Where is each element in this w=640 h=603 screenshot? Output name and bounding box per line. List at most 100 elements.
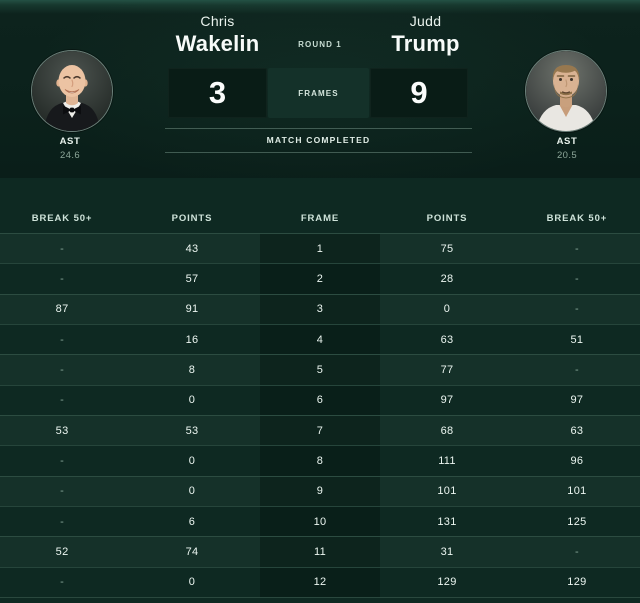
home-points-value: 0 xyxy=(188,485,196,498)
home-break-value: - xyxy=(60,333,65,346)
away-player-stat: AST 20.5 xyxy=(517,137,617,160)
away-player-avatar xyxy=(525,50,607,132)
away-break-value: 101 xyxy=(567,485,587,498)
home-last-name: Wakelin xyxy=(175,31,260,56)
frame-number: 3 xyxy=(259,294,381,324)
away-points-value: 68 xyxy=(440,424,454,437)
frame-number: 7 xyxy=(259,415,381,446)
home-points-value: 16 xyxy=(185,333,199,346)
away-points-value: 131 xyxy=(437,515,457,528)
table-row: 87 91 3 0 - xyxy=(0,293,640,324)
frame-number: 4 xyxy=(259,324,381,355)
away-break-value: 125 xyxy=(567,515,587,528)
home-points-value: 74 xyxy=(185,545,199,558)
away-player-name: Judd Trump xyxy=(348,14,503,55)
frame-number: 11 xyxy=(259,537,381,567)
away-points-column-header: POINTS xyxy=(426,213,468,224)
home-stat-label: AST xyxy=(59,136,81,147)
frame-number: 12 xyxy=(259,567,381,597)
table-row: - 0 6 97 97 xyxy=(0,384,640,415)
away-points-value: 129 xyxy=(437,576,457,589)
status-divider-bottom xyxy=(165,152,472,153)
home-break-column-header: BREAK 50+ xyxy=(31,213,93,224)
home-player-name: Chris Wakelin xyxy=(140,14,295,55)
home-break-value: - xyxy=(60,576,65,589)
home-frames-score: 3 xyxy=(168,68,267,118)
table-row: - 0 9 101 101 xyxy=(0,475,640,506)
home-player-avatar xyxy=(31,50,113,132)
away-points-value: 111 xyxy=(438,454,456,467)
home-break-value: 52 xyxy=(55,545,69,558)
home-player-stat: AST 24.6 xyxy=(20,137,120,160)
home-stat-value: 24.6 xyxy=(59,149,81,161)
away-break-value: 129 xyxy=(567,576,587,589)
home-break-value: - xyxy=(60,363,65,376)
frame-number: 1 xyxy=(259,234,381,264)
home-break-value: - xyxy=(60,485,65,498)
home-first-name: Chris xyxy=(200,13,235,29)
home-points-value: 0 xyxy=(188,394,196,407)
frame-number: 10 xyxy=(259,506,381,537)
table-row: 52 74 11 31 - xyxy=(0,536,640,567)
home-points-value: 91 xyxy=(185,303,199,316)
table-row: - 43 1 75 - xyxy=(0,233,640,264)
frame-number: 9 xyxy=(259,476,381,506)
frames-table-body: -43 1 75- -57 2 28-87 91 3 0- -16 4 63 51-8 5 77- -0 6 97… xyxy=(0,233,640,598)
match-status: MATCH COMPLETED xyxy=(266,135,371,145)
away-break-value: - xyxy=(574,303,579,316)
away-break-value: 97 xyxy=(570,394,584,407)
home-break-value: - xyxy=(60,454,65,467)
frame-number: 6 xyxy=(259,385,381,415)
away-break-value: - xyxy=(574,242,579,255)
frame-number: 8 xyxy=(259,446,381,476)
table-row: - 16 4 63 51 xyxy=(0,323,640,355)
away-break-value: - xyxy=(574,545,579,558)
chris-wakelin-photo xyxy=(32,51,112,131)
frames-table-header: BREAK 50+ POINTS FRAME POINTS BREAK 50+ xyxy=(0,178,640,233)
home-break-value: 87 xyxy=(55,303,69,316)
home-points-column-header: POINTS xyxy=(171,213,213,224)
frames-label-box: FRAMES xyxy=(268,68,369,118)
home-break-value: - xyxy=(60,394,65,407)
home-break-value: 53 xyxy=(55,424,69,437)
table-row: - 0 12 129 129 xyxy=(0,566,640,597)
frame-number: 5 xyxy=(259,355,381,385)
away-frames-score: 9 xyxy=(370,68,468,118)
status-divider-top xyxy=(165,128,472,129)
away-stat-label: AST xyxy=(556,136,578,147)
home-points-value: 43 xyxy=(185,242,199,255)
away-break-value: - xyxy=(574,363,579,376)
away-break-value: - xyxy=(574,272,579,285)
away-score-value: 9 xyxy=(410,75,428,110)
table-row: - 57 2 28 - xyxy=(0,263,640,294)
match-header: AST 24.6 xyxy=(0,0,640,178)
home-points-value: 6 xyxy=(188,515,196,528)
away-points-value: 31 xyxy=(440,545,454,558)
home-points-value: 0 xyxy=(188,454,196,467)
away-points-value: 101 xyxy=(437,485,457,498)
away-stat-value: 20.5 xyxy=(556,149,578,161)
home-score-value: 3 xyxy=(208,75,227,110)
table-row: - 6 10 131 125 xyxy=(0,505,640,537)
away-break-value: 51 xyxy=(570,333,584,346)
away-last-name: Trump xyxy=(391,31,460,56)
frame-scores-table: BREAK 50+ POINTS FRAME POINTS BREAK 50+ -43 1… xyxy=(0,178,640,603)
away-break-value: 63 xyxy=(570,424,584,437)
away-points-value: 63 xyxy=(440,333,454,346)
home-break-value: - xyxy=(60,515,65,528)
home-break-value: - xyxy=(60,242,65,255)
away-break-value: 96 xyxy=(570,454,584,467)
away-points-value: 77 xyxy=(440,363,454,376)
home-points-value: 57 xyxy=(185,272,199,285)
frames-label: FRAMES xyxy=(298,88,339,98)
table-row: - 8 5 77 - xyxy=(0,354,640,385)
home-points-value: 8 xyxy=(188,363,196,376)
away-points-value: 0 xyxy=(443,303,451,316)
home-points-value: 0 xyxy=(188,576,196,589)
round-label: ROUND 1 xyxy=(298,40,342,49)
table-row: 53 53 7 68 63 xyxy=(0,414,640,446)
away-points-value: 28 xyxy=(440,272,454,285)
frame-column-header: FRAME xyxy=(300,213,340,224)
home-points-value: 53 xyxy=(185,424,199,437)
